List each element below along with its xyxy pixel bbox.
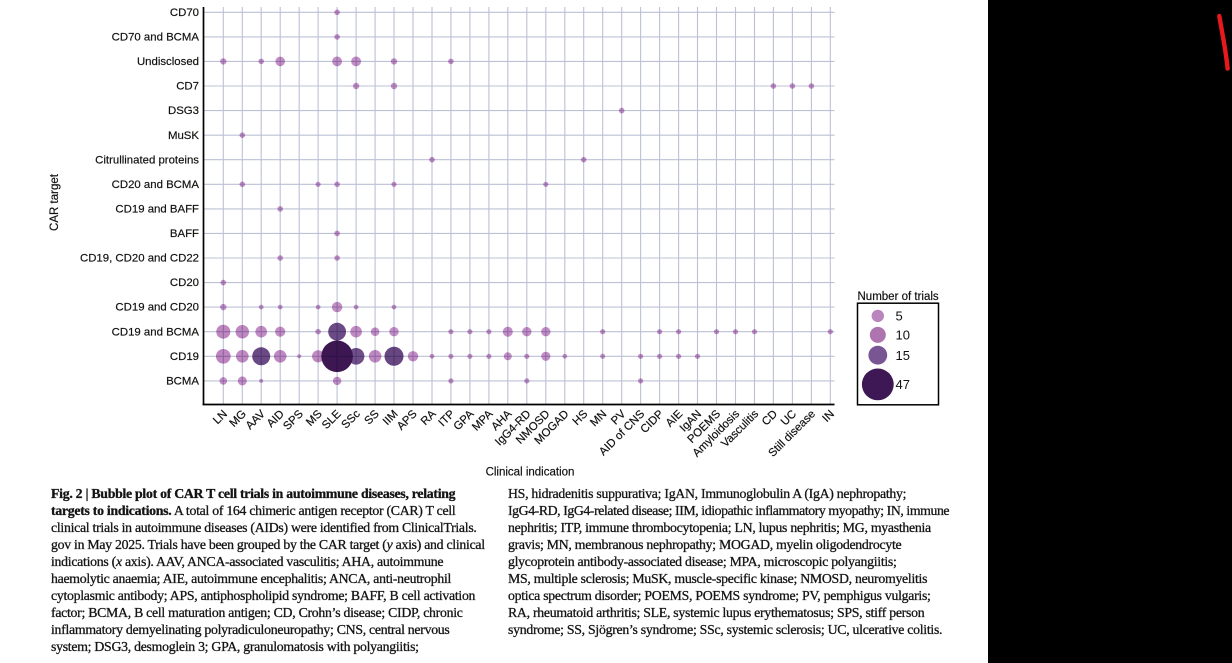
svg-text:DSG3: DSG3 (168, 105, 199, 117)
svg-text:CD: CD (760, 408, 780, 428)
svg-text:MN: MN (588, 408, 609, 429)
svg-text:CD19 and BCMA: CD19 and BCMA (112, 326, 200, 338)
svg-text:SSc: SSc (339, 408, 362, 431)
svg-text:SPS: SPS (281, 408, 306, 433)
svg-text:47: 47 (896, 377, 910, 392)
svg-text:BAFF: BAFF (170, 228, 199, 240)
svg-text:SLE: SLE (320, 408, 344, 432)
svg-text:APS: APS (395, 408, 420, 433)
svg-text:CD7: CD7 (176, 81, 199, 93)
svg-text:MPA: MPA (470, 408, 496, 434)
svg-text:HS: HS (571, 408, 591, 428)
svg-text:10: 10 (896, 327, 910, 342)
svg-text:Clinical indication: Clinical indication (486, 467, 575, 479)
svg-text:MuSK: MuSK (168, 130, 199, 142)
svg-text:SS: SS (362, 408, 382, 428)
svg-text:15: 15 (896, 348, 910, 363)
svg-text:5: 5 (896, 308, 903, 323)
svg-text:CAR target: CAR target (49, 173, 61, 231)
svg-text:CD19: CD19 (170, 351, 199, 363)
svg-text:CD70: CD70 (170, 7, 199, 19)
svg-text:Undisclosed: Undisclosed (137, 56, 199, 68)
svg-text:CD20 and BCMA: CD20 and BCMA (112, 179, 200, 191)
svg-text:CD20: CD20 (170, 277, 199, 289)
svg-text:GPA: GPA (452, 408, 477, 433)
svg-text:CD19 and CD20: CD19 and CD20 (115, 302, 199, 314)
svg-text:CD19 and BAFF: CD19 and BAFF (115, 204, 199, 216)
svg-text:AAV: AAV (244, 408, 268, 432)
svg-text:IN: IN (820, 408, 837, 425)
svg-text:RA: RA (419, 408, 439, 428)
svg-text:BCMA: BCMA (166, 376, 199, 388)
svg-text:Citrullinated proteins: Citrullinated proteins (95, 154, 199, 166)
svg-text:CD19, CD20 and CD22: CD19, CD20 and CD22 (80, 253, 199, 265)
svg-text:Number of trials: Number of trials (858, 291, 939, 303)
svg-text:CD70 and BCMA: CD70 and BCMA (112, 32, 200, 44)
svg-text:LN: LN (211, 408, 230, 427)
